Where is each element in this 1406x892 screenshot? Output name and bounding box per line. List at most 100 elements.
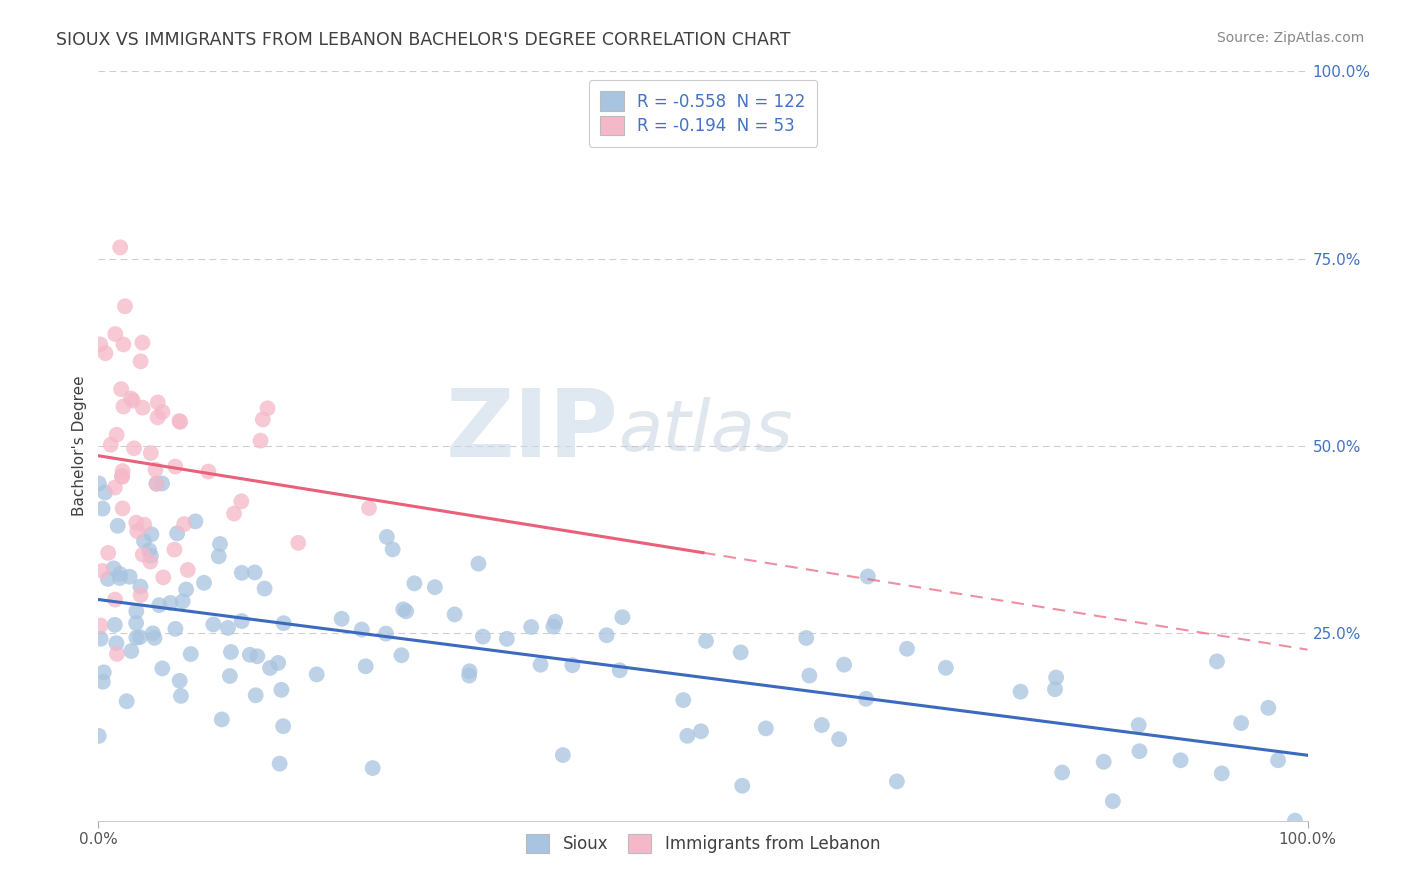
Point (243, 566, 266, 580)
Point (855, 691, 877, 706)
Point (231, 566, 253, 580)
Point (828, 732, 851, 747)
Point (896, 641, 918, 656)
Point (104, 592, 127, 607)
Point (89, 337, 111, 351)
Point (115, 694, 138, 708)
Point (90, 618, 112, 632)
Point (169, 414, 191, 428)
Point (1211, 766, 1233, 780)
Point (159, 596, 181, 610)
Point (170, 689, 193, 703)
Point (104, 481, 127, 495)
Point (395, 604, 418, 618)
Point (103, 561, 125, 575)
Point (1128, 718, 1150, 732)
Text: ZIP: ZIP (446, 385, 619, 477)
Point (105, 636, 128, 650)
Point (543, 619, 565, 633)
Point (690, 724, 713, 739)
Point (139, 555, 162, 569)
Point (104, 617, 127, 632)
Point (231, 494, 253, 508)
Point (129, 354, 152, 368)
Point (270, 682, 292, 697)
Point (145, 463, 167, 477)
Point (256, 401, 278, 416)
Point (152, 405, 174, 419)
Text: Source: ZipAtlas.com: Source: ZipAtlas.com (1216, 31, 1364, 45)
Point (1010, 684, 1032, 698)
Point (832, 657, 855, 672)
Point (935, 661, 957, 675)
Point (111, 501, 134, 516)
Point (202, 617, 225, 632)
Point (146, 410, 169, 425)
Point (125, 516, 148, 530)
Point (1267, 753, 1289, 767)
Point (529, 657, 551, 672)
Point (93, 665, 115, 680)
Point (105, 427, 128, 442)
Legend: Sioux, Immigrants from Lebanon: Sioux, Immigrants from Lebanon (515, 822, 891, 864)
Point (423, 580, 446, 594)
Point (108, 240, 131, 254)
Point (114, 299, 136, 313)
Point (94, 346, 117, 360)
Point (794, 631, 817, 645)
Point (122, 442, 145, 456)
Point (467, 557, 489, 571)
Point (131, 401, 153, 415)
Point (218, 669, 240, 683)
Point (100, 438, 122, 452)
Point (695, 634, 717, 648)
Point (259, 661, 281, 675)
Point (180, 647, 202, 661)
Point (125, 604, 148, 618)
Point (755, 722, 778, 736)
Point (129, 588, 152, 602)
Point (150, 661, 173, 675)
Point (141, 527, 163, 541)
Point (120, 644, 142, 658)
Point (97, 572, 120, 586)
Point (269, 756, 291, 771)
Point (165, 459, 187, 474)
Point (120, 392, 142, 406)
Point (357, 501, 380, 516)
Point (107, 518, 129, 533)
Point (799, 668, 821, 682)
Point (87, 729, 110, 743)
Point (131, 335, 153, 350)
Point (222, 507, 245, 521)
Point (1050, 765, 1073, 780)
Point (110, 382, 132, 396)
Point (145, 476, 167, 491)
Point (354, 659, 377, 673)
Point (118, 570, 141, 584)
Point (111, 470, 134, 484)
Point (1045, 671, 1067, 685)
Point (551, 747, 574, 762)
Point (197, 465, 219, 479)
Point (731, 779, 754, 793)
Point (267, 656, 290, 670)
Point (391, 648, 413, 663)
Point (104, 326, 127, 341)
Point (125, 616, 148, 631)
Y-axis label: Bachelor's Degree: Bachelor's Degree (72, 376, 87, 516)
Point (134, 517, 156, 532)
Point (169, 415, 191, 429)
Point (94, 485, 117, 500)
Point (152, 570, 174, 584)
Point (520, 620, 543, 634)
Point (1128, 744, 1150, 758)
Point (561, 658, 583, 673)
Point (150, 476, 173, 491)
Text: SIOUX VS IMMIGRANTS FROM LEBANON BACHELOR'S DEGREE CORRELATION CHART: SIOUX VS IMMIGRANTS FROM LEBANON BACHELO… (56, 31, 790, 49)
Point (609, 663, 631, 677)
Point (143, 631, 166, 645)
Point (148, 598, 170, 612)
Point (249, 434, 271, 448)
Point (139, 549, 162, 563)
